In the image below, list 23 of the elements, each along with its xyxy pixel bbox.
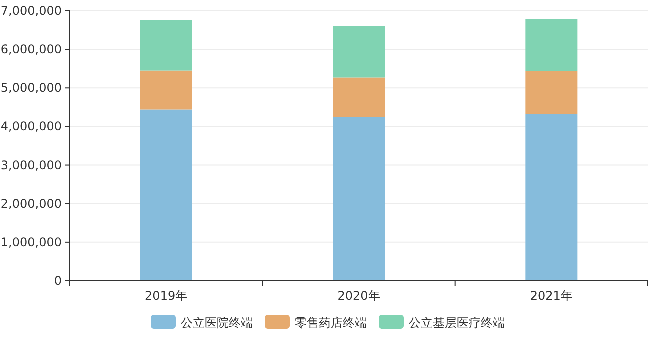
legend-label: 公立基层医疗终端 [409,316,505,330]
legend-label: 零售药店终端 [295,316,367,330]
y-tick-label: 3,000,000 [0,158,62,172]
bar [526,19,578,72]
y-tick-label: 7,000,000 [0,4,62,18]
x-tick-label: 2021年 [530,289,573,303]
y-tick-label: 2,000,000 [0,196,62,211]
y-tick-label: 0 [54,274,62,288]
y-tick-label: 1,000,000 [0,235,62,250]
bar [526,71,578,114]
bar [333,78,385,118]
bar [140,110,192,281]
y-tick-label: 5,000,000 [0,81,62,96]
x-tick-label: 2019年 [145,289,188,303]
bar [333,26,385,78]
y-tick-label: 4,000,000 [0,120,62,134]
bar [140,20,192,71]
y-tick-label: 6,000,000 [0,42,62,57]
legend-label: 公立医院终端 [181,316,253,330]
bar [333,117,385,281]
bar [140,70,192,110]
x-tick-label: 2020年 [338,289,380,303]
bar [526,114,578,281]
